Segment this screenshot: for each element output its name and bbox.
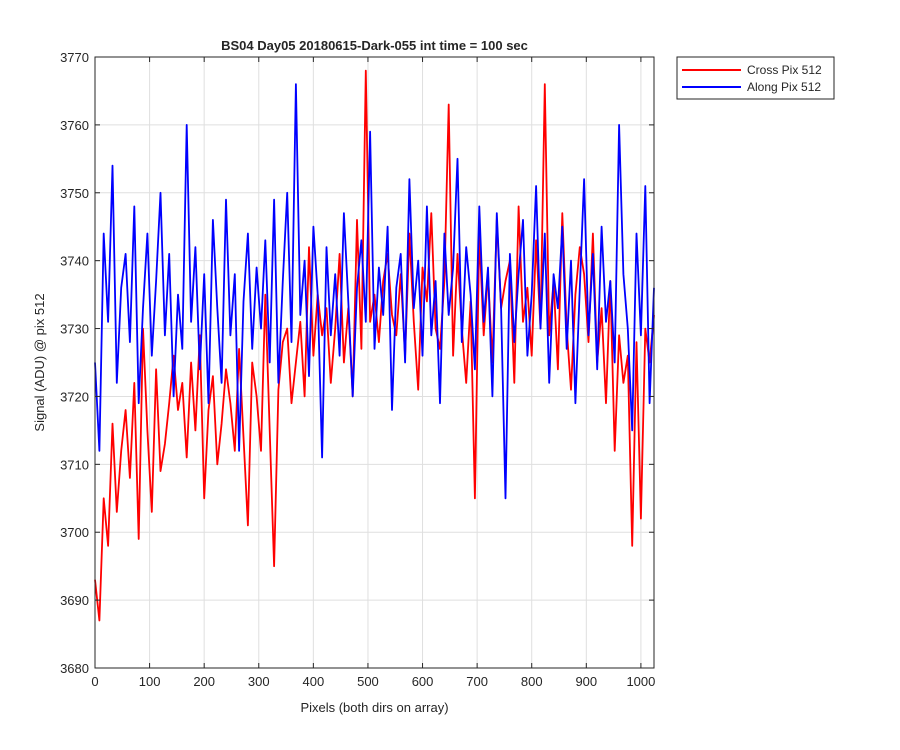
x-tick-label: 900 (575, 674, 597, 689)
x-tick-label: 800 (521, 674, 543, 689)
chart-title: BS04 Day05 20180615-Dark-055 int time = … (221, 38, 528, 53)
y-tick-label: 3750 (60, 186, 89, 201)
y-tick-label: 3730 (60, 322, 89, 337)
x-tick-label: 300 (248, 674, 270, 689)
plot-area (95, 57, 654, 668)
plot-frame (94, 56, 655, 669)
x-tick-label: 500 (357, 674, 379, 689)
legend-label-along: Along Pix 512 (747, 80, 821, 94)
y-tick-label: 3680 (60, 661, 89, 676)
x-axis-label: Pixels (both dirs on array) (300, 700, 448, 715)
y-tick-label: 3770 (60, 50, 89, 65)
x-tick-label: 200 (193, 674, 215, 689)
y-tick-label: 3720 (60, 389, 89, 404)
y-tick-label: 3740 (60, 254, 89, 269)
x-tick-label: 600 (412, 674, 434, 689)
y-tick-label: 3700 (60, 525, 89, 540)
y-axis-label: Signal (ADU) @ pix 512 (32, 293, 47, 431)
series-line-along-pix-512 (94, 83, 655, 500)
x-tick-label: 0 (91, 674, 98, 689)
x-tick-label: 100 (139, 674, 161, 689)
x-tick-label: 700 (466, 674, 488, 689)
tick-labels: 0 100 200 300 400 500 600 700 800 900 1000 3680 3690… (60, 50, 655, 689)
ticks (94, 56, 654, 669)
legend-label-cross: Cross Pix 512 (747, 63, 822, 77)
y-tick-label: 3710 (60, 457, 89, 472)
y-tick-label: 3760 (60, 118, 89, 133)
series-layer (94, 69, 655, 622)
x-tick-label: 1000 (626, 674, 655, 689)
legend-box (676, 56, 835, 100)
legend: Cross Pix 512 Along Pix 512 (676, 56, 835, 100)
y-tick-label: 3690 (60, 593, 89, 608)
x-tick-label: 400 (303, 674, 325, 689)
